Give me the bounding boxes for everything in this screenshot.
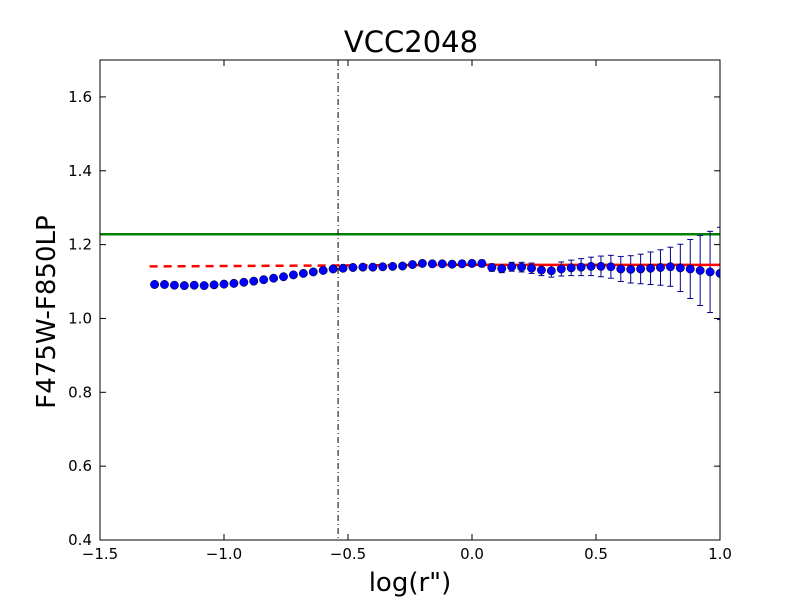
plot-frame xyxy=(99,59,721,541)
data-point xyxy=(388,261,398,271)
data-point xyxy=(646,263,656,273)
data-point xyxy=(606,262,616,272)
data-point xyxy=(487,263,497,272)
y-tick-label: 0.8 xyxy=(68,383,92,401)
data-point xyxy=(695,266,705,275)
data-point xyxy=(616,264,626,274)
data-point xyxy=(160,280,169,289)
data-point xyxy=(269,273,279,283)
data-point xyxy=(378,262,388,272)
data-point xyxy=(368,262,378,272)
y-tick-label: 0.4 xyxy=(68,531,92,549)
data-point xyxy=(497,264,507,274)
fit-line-dashed xyxy=(149,263,448,268)
y-tick-label: 1.2 xyxy=(68,236,92,254)
data-point xyxy=(517,262,527,272)
y-tick-label: 1.6 xyxy=(68,88,92,106)
data-point xyxy=(576,262,586,272)
data-point xyxy=(199,281,209,291)
ticks-layer xyxy=(99,60,721,541)
data-point xyxy=(636,264,646,274)
data-point xyxy=(318,266,328,275)
data-point xyxy=(656,263,665,272)
x-axis-title: log(r") xyxy=(369,568,452,598)
x-tick-label: 0.0 xyxy=(460,545,484,563)
data-point xyxy=(626,264,636,274)
data-point xyxy=(507,262,517,272)
data-point xyxy=(189,280,199,290)
data-point xyxy=(358,262,368,272)
data-point xyxy=(169,280,179,290)
data-point xyxy=(308,267,318,277)
y-tick-label: 1.4 xyxy=(68,162,92,180)
data-point xyxy=(288,270,298,280)
data-point xyxy=(536,265,546,275)
chart-title: VCC2048 xyxy=(344,25,478,59)
data-point xyxy=(566,263,576,273)
data-point xyxy=(219,279,229,289)
data-point xyxy=(259,275,269,285)
data-point xyxy=(705,267,715,277)
data-point xyxy=(467,258,477,268)
data-point xyxy=(437,259,447,269)
data-point xyxy=(150,280,160,289)
x-tick-label: 0.5 xyxy=(584,545,608,563)
data-point xyxy=(477,258,487,268)
x-tick-label: −0.5 xyxy=(330,545,366,563)
data-point xyxy=(596,261,606,271)
data-point xyxy=(527,263,536,273)
data-point xyxy=(447,259,457,269)
data-point xyxy=(279,272,288,282)
data-point xyxy=(348,263,358,272)
tick-labels-layer: −1.5 −1.0 −0.5 0.0 0.5 1.0 0.4 0.6 0.8 1.0 1.2 1.4 1… xyxy=(68,88,732,563)
data-point xyxy=(665,262,675,272)
data-point xyxy=(249,276,259,286)
y-tick-label: 0.6 xyxy=(68,457,92,475)
data-point xyxy=(457,259,467,269)
data-point xyxy=(675,263,685,273)
data-point xyxy=(408,260,417,270)
data-point xyxy=(338,263,348,273)
data-point xyxy=(417,258,427,268)
data-point xyxy=(685,264,695,274)
data-point xyxy=(398,261,408,271)
plot-layer xyxy=(100,60,720,540)
y-axis-title: F475W-F850LP xyxy=(32,215,62,408)
data-point xyxy=(229,278,239,288)
data-point xyxy=(556,264,566,274)
x-tick-label: −1.0 xyxy=(206,545,242,563)
data-point xyxy=(546,266,556,276)
x-tick-label: 1.0 xyxy=(708,545,732,563)
data-point xyxy=(298,268,308,278)
x-tick-label: −1.5 xyxy=(82,545,118,563)
data-point xyxy=(209,280,219,290)
data-point xyxy=(427,259,437,269)
y-tick-label: 1.0 xyxy=(68,309,92,327)
data-point xyxy=(586,261,596,271)
data-point xyxy=(179,281,189,291)
data-point xyxy=(328,264,338,274)
data-point xyxy=(239,277,249,287)
